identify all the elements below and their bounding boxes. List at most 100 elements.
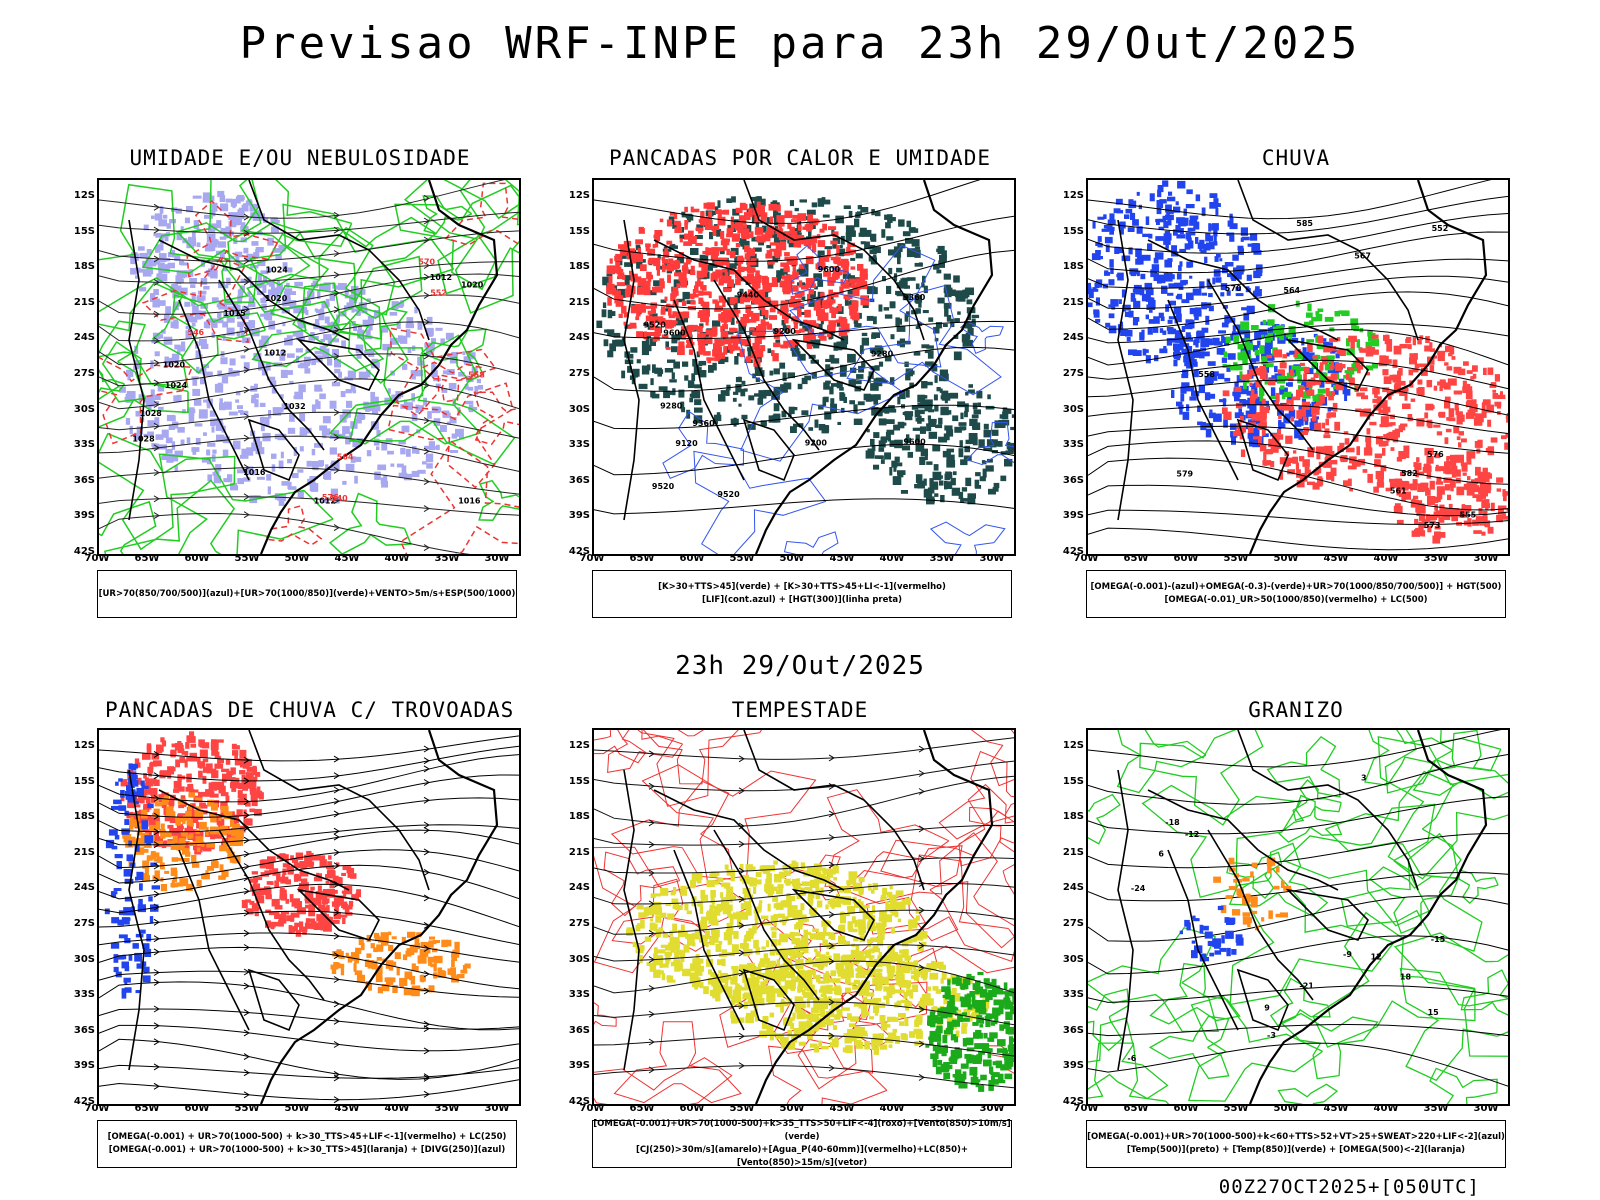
lat-tick-label: 30S	[568, 953, 590, 965]
lon-tick-label: 70W	[579, 1103, 605, 1114]
lat-tick-label: 42S	[73, 1096, 95, 1107]
legend-line: [OMEGA(-0.001)-(azul)+OMEGA(-0.3)-(verde…	[1090, 582, 1502, 592]
lon-tick-label: 65W	[134, 1103, 160, 1114]
lat-tick-label: 39S	[73, 1060, 95, 1072]
contour-label: 558	[468, 371, 485, 380]
lat-tick-label: 30S	[1062, 403, 1084, 415]
map-granizo: -3 -6 -9 -12 -15 -18 -21 -24 9 12 15 18 6 3	[1086, 728, 1510, 1106]
lon-tick-label: 40W	[384, 553, 410, 564]
lat-tick-label: 36S	[1062, 1024, 1084, 1036]
contour-label: 9520	[652, 482, 675, 491]
lon-tick-label: 50W	[1273, 553, 1299, 564]
lat-tick-label: 42S	[1062, 546, 1084, 557]
contour-label: 9200	[774, 327, 797, 336]
lat-tick-label: 18S	[1062, 811, 1084, 823]
contour-label: -15	[1431, 935, 1446, 944]
lon-tick-label: 40W	[1373, 553, 1399, 564]
lon-tick-label: 50W	[779, 553, 805, 564]
coastline-and-borders	[623, 180, 994, 554]
lon-tick-label: 50W	[284, 553, 310, 564]
contour-label: 564	[1283, 286, 1300, 295]
lon-tick-label: 55W	[729, 553, 755, 564]
panel-title-umidade: UMIDADE E/OU NEBULOSIDADE	[129, 146, 471, 170]
panel-title-pancadas_calor: PANCADAS POR CALOR E UMIDADE	[608, 146, 991, 170]
lat-tick-label: 21S	[73, 846, 95, 858]
contour-label: 18	[1400, 972, 1412, 981]
lat-tick-label: 30S	[568, 403, 590, 415]
contour-label: 576	[1427, 450, 1444, 459]
contour-label: 570	[1225, 284, 1242, 293]
contour-label: 1024	[165, 381, 188, 390]
coastline-and-borders	[1117, 730, 1488, 1104]
low-level-humidity-contours	[99, 180, 519, 554]
lon-tick-label: 60W	[184, 553, 210, 564]
legend-chuva: [OMEGA(-0.001)-(azul)+OMEGA(-0.3)-(verde…	[1086, 570, 1506, 618]
omega-blue-fill	[1088, 180, 1263, 367]
lat-tick-label: 30S	[73, 953, 95, 965]
contour-label: 9120	[675, 439, 698, 448]
contour-label: 1012	[264, 349, 286, 358]
lat-tick-label: 12S	[568, 740, 590, 751]
lat-tick-label: 27S	[73, 368, 95, 379]
coastline-and-borders	[623, 730, 994, 1104]
contour-label: 573	[1424, 521, 1441, 530]
legend-line: [Temp(500)](preto) + [Temp(850)](verde) …	[1126, 1145, 1466, 1155]
omega-red-fill-south	[1393, 461, 1508, 544]
lon-tick-label: 40W	[1373, 1103, 1399, 1114]
contour-label: 558	[1198, 370, 1215, 379]
lat-tick-label: 36S	[73, 474, 95, 486]
lon-tick-label: 70W	[1073, 553, 1099, 564]
legend-line: [OMEGA(-0.001) + UR>70(1000-500) + k>30_…	[107, 1132, 507, 1142]
lon-tick-label: 35W	[434, 553, 460, 564]
legend-line: [OMEGA(-0.001)+UR>70(1000-500)+k>35_TTS>…	[593, 1119, 1011, 1142]
contour-label: 1012	[314, 497, 336, 506]
contour-label: 1020	[163, 361, 186, 370]
contour-label: 1016	[243, 468, 266, 477]
contour-label: 1012	[430, 273, 452, 282]
lat-tick-label: 27S	[73, 918, 95, 929]
lon-tick-label: 65W	[1123, 1103, 1149, 1114]
contour-label: 1028	[140, 409, 163, 418]
lon-tick-label: 40W	[384, 1103, 410, 1114]
lat-tick-label: 42S	[568, 546, 590, 557]
contour-label: -24	[1131, 884, 1146, 893]
contour-label: 9520	[717, 490, 740, 499]
lon-tick-label: 35W	[929, 553, 955, 564]
lon-tick-label: 30W	[484, 1103, 510, 1114]
lat-tick-label: 42S	[568, 1096, 590, 1107]
lat-tick-label: 39S	[1062, 1060, 1084, 1072]
lat-tick-label: 33S	[73, 439, 95, 451]
legend-line: [CJ(250)>30m/s](amarelo)+[Agua_P(40-60mm…	[635, 1145, 969, 1168]
lat-tick-label: 21S	[1062, 296, 1084, 308]
lon-tick-label: 70W	[84, 553, 110, 564]
lat-tick-label: 12S	[568, 190, 590, 201]
map-pancadas_trovoadas	[97, 728, 521, 1106]
lon-tick-label: 55W	[729, 1103, 755, 1114]
contour-label: 555	[1460, 511, 1477, 520]
contour-label: -9	[1343, 950, 1352, 959]
contour-label: 9280	[660, 402, 683, 411]
lon-tick-label: 35W	[434, 1103, 460, 1114]
contour-label: 9360	[692, 419, 715, 428]
lat-tick-label: 21S	[1062, 846, 1084, 858]
hgt500-contours	[1088, 180, 1508, 551]
contour-label: 1016	[458, 496, 481, 505]
lat-tick-label: 27S	[1062, 918, 1084, 929]
subtitle-date: 23h 29/Out/2025	[675, 651, 925, 681]
lon-tick-label: 45W	[1323, 1103, 1349, 1114]
contour-label: 9200	[805, 439, 828, 448]
contour-label: 561	[1390, 486, 1407, 495]
coastline-and-borders	[1117, 180, 1488, 554]
lat-tick-label: 30S	[73, 403, 95, 415]
lat-tick-label: 15S	[568, 775, 590, 787]
lat-tick-label: 36S	[568, 1024, 590, 1036]
contour-label: 567	[1354, 252, 1371, 261]
streamlines-250	[99, 735, 519, 1104]
contour-label: -6	[1127, 1054, 1136, 1063]
lon-tick-label: 50W	[1273, 1103, 1299, 1114]
lat-tick-label: 21S	[568, 296, 590, 308]
lon-tick-label: 30W	[1473, 553, 1499, 564]
temp850-contours	[1088, 730, 1508, 1104]
lon-tick-label: 45W	[829, 553, 855, 564]
legend-pancadas_calor: [K>30+TTS>45](verde) + [K>30+TTS>45+LI<-…	[592, 570, 1012, 618]
